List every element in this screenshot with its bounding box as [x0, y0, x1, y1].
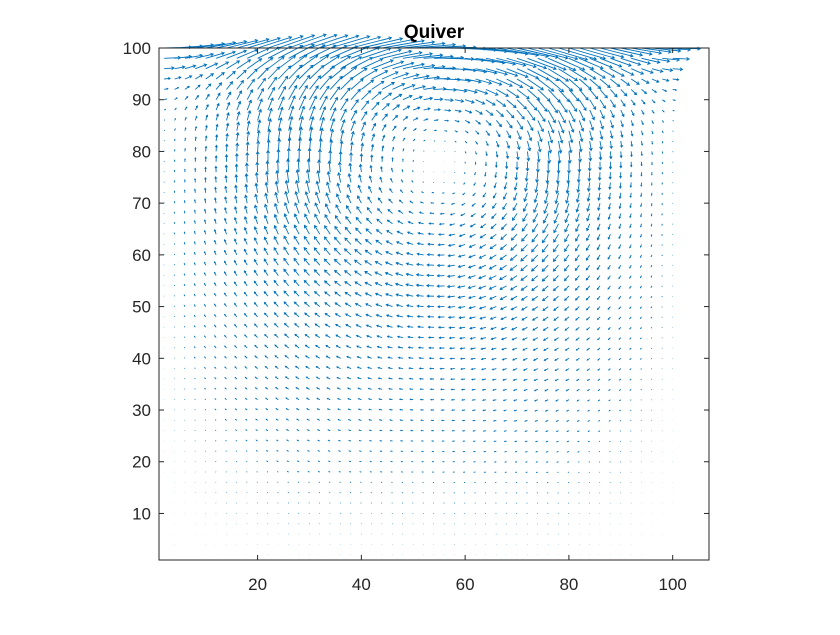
y-tick-label: 40	[132, 349, 151, 368]
x-tick-label: 40	[352, 575, 371, 594]
y-axis-ticks: 10 20 30 40 50 60 70 80 90 100	[123, 39, 709, 523]
y-tick-label: 50	[132, 298, 151, 317]
y-tick-label: 20	[132, 453, 151, 472]
y-tick-label: 70	[132, 194, 151, 213]
y-tick-label: 60	[132, 246, 151, 265]
y-tick-label: 100	[123, 39, 151, 58]
y-tick-label: 10	[132, 504, 151, 523]
y-tick-label: 30	[132, 401, 151, 420]
y-tick-label: 90	[132, 91, 151, 110]
x-tick-label: 60	[456, 575, 475, 594]
x-tick-label: 20	[248, 575, 267, 594]
x-axis-ticks: 20 40 60 80 100	[248, 48, 687, 594]
x-tick-label: 100	[658, 575, 686, 594]
chart-title: Quiver	[404, 22, 465, 43]
plot-background	[159, 48, 709, 560]
plot-axes-box	[158, 47, 710, 561]
x-tick-label: 80	[559, 575, 578, 594]
y-tick-label: 80	[132, 142, 151, 161]
